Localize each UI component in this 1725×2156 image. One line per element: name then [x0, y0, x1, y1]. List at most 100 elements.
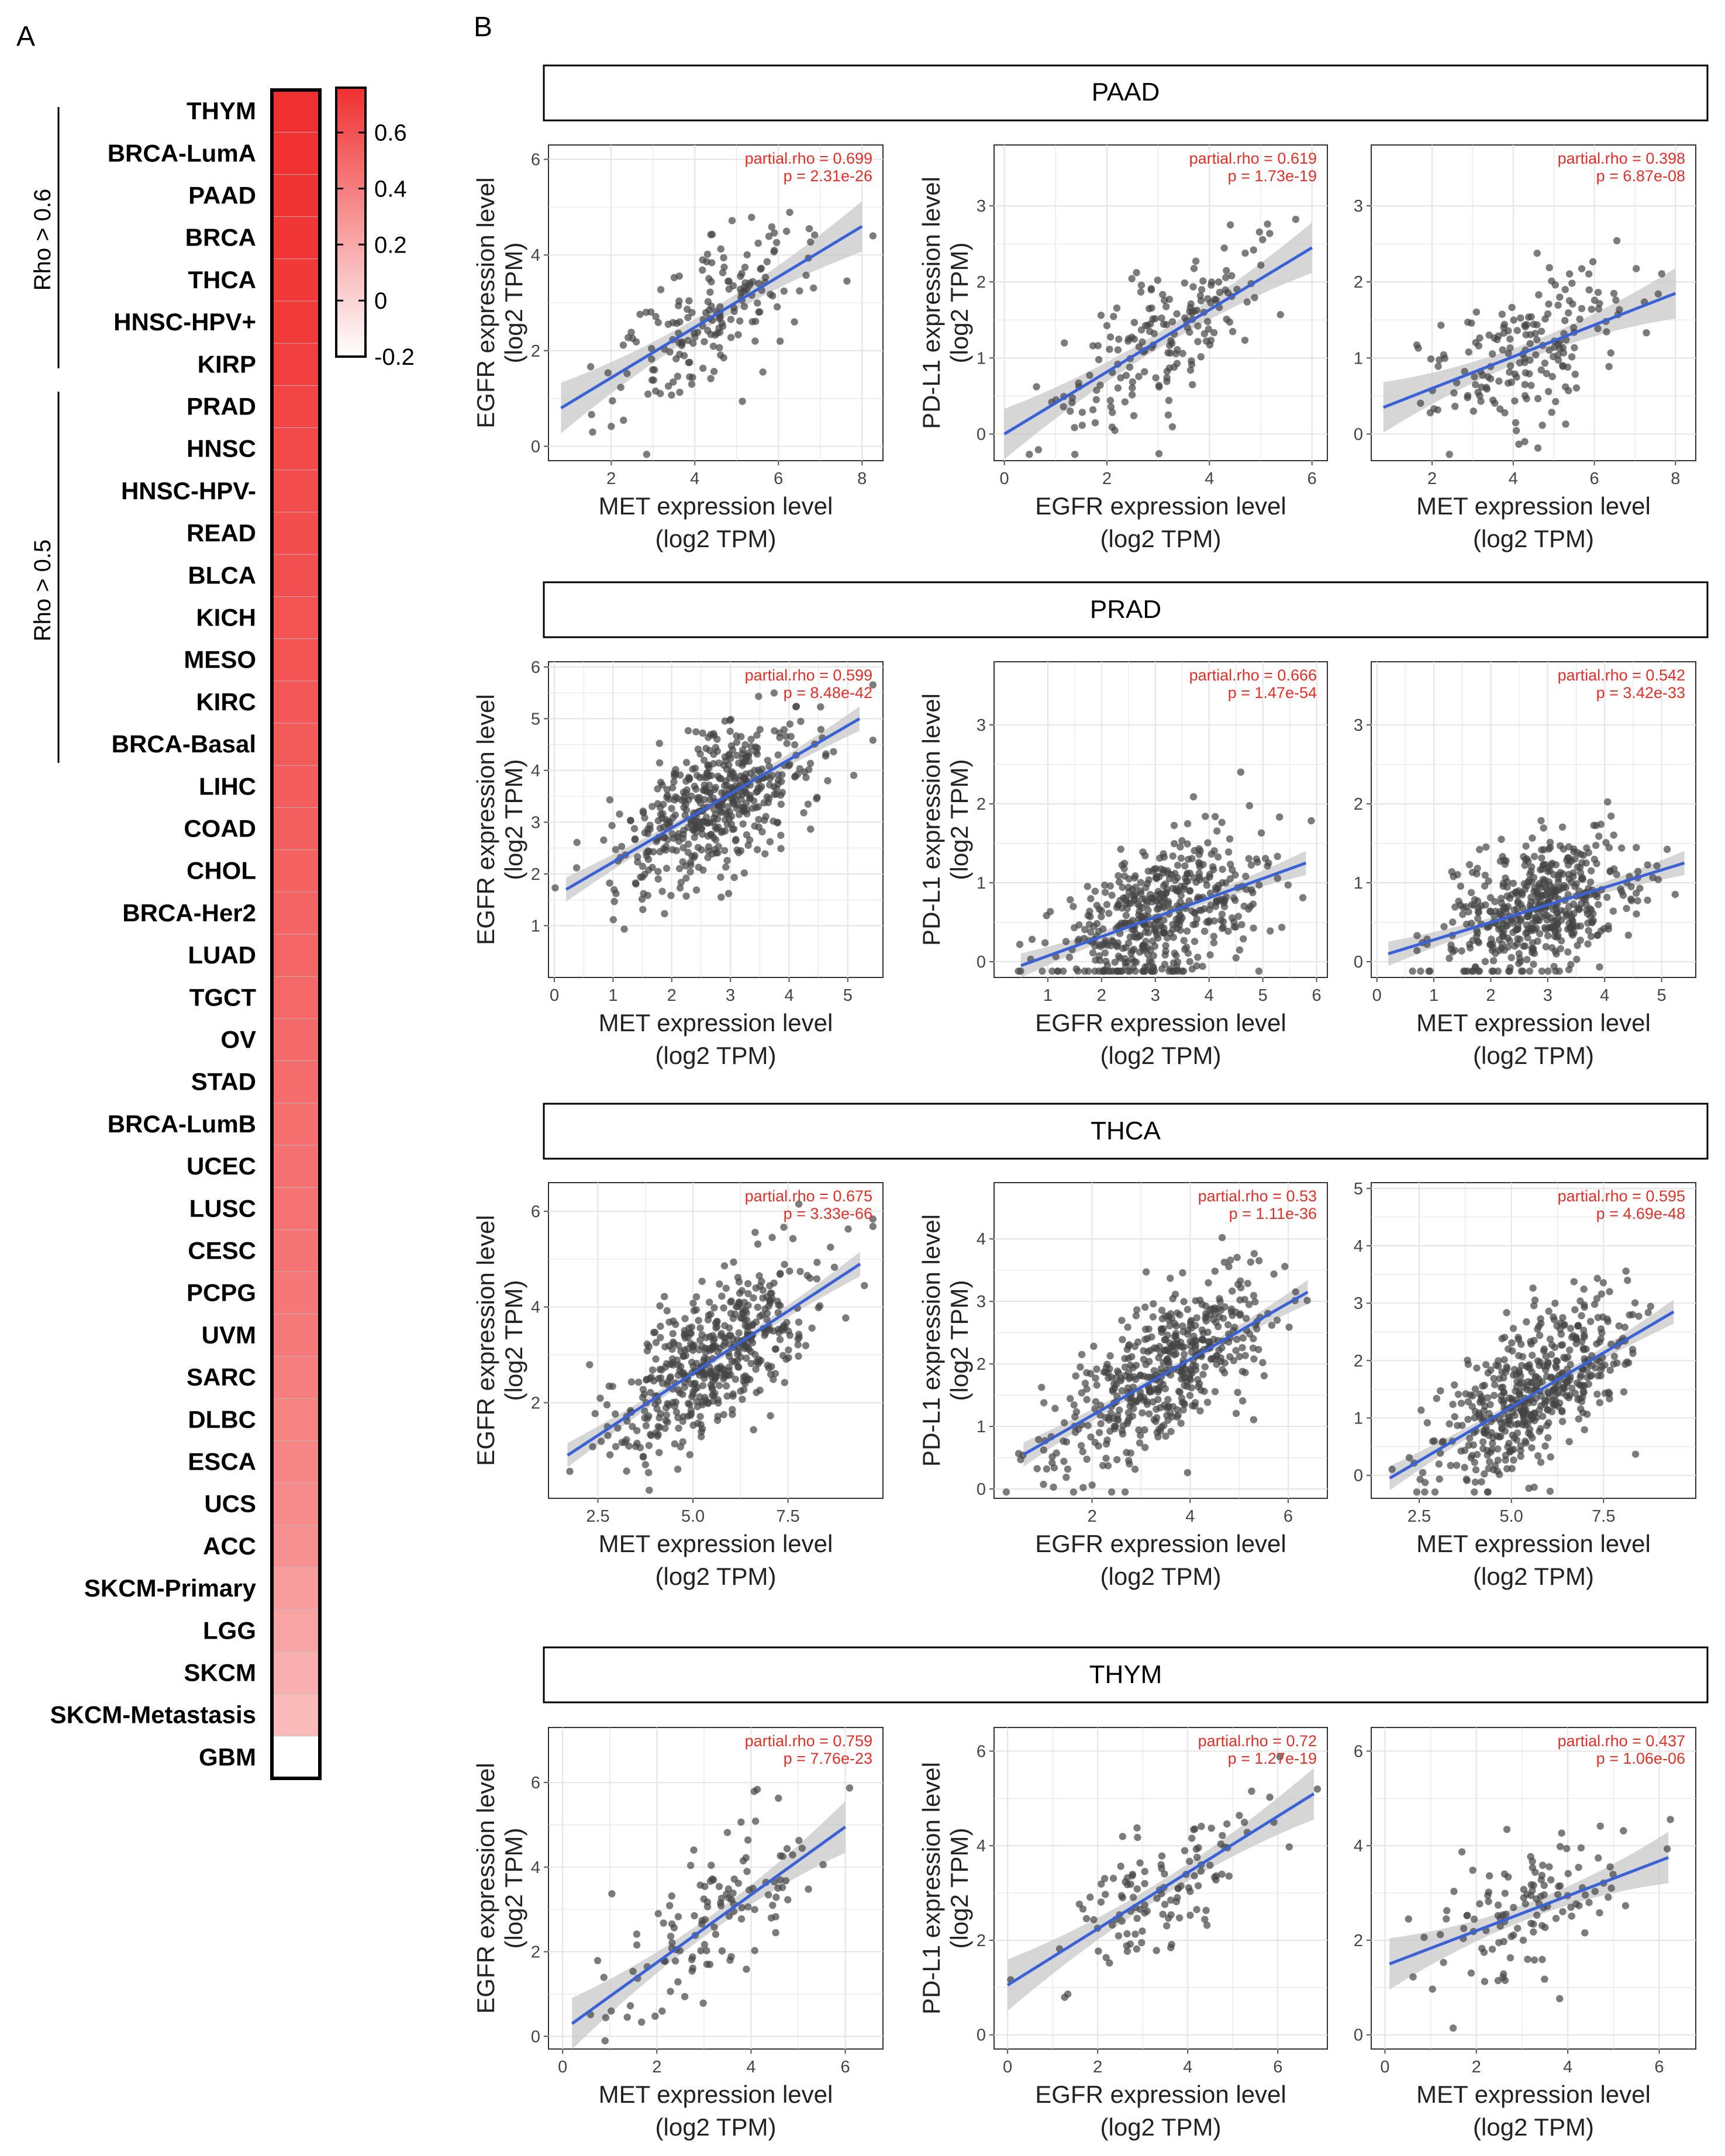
data-point	[1606, 1288, 1613, 1295]
data-point	[1503, 1363, 1510, 1371]
x-axis-label-units: (log2 TPM)	[1100, 2113, 1222, 2141]
data-point	[750, 1426, 757, 1433]
data-point	[732, 1376, 739, 1383]
x-tick-label: 6	[1273, 2058, 1282, 2076]
data-point	[699, 1401, 706, 1409]
data-point	[1139, 941, 1147, 949]
data-point	[1575, 1864, 1582, 1871]
data-point	[1084, 1422, 1092, 1429]
data-point	[1417, 968, 1424, 975]
data-point	[694, 745, 702, 753]
data-point	[1413, 946, 1421, 955]
data-point	[1074, 968, 1082, 975]
data-point	[692, 886, 701, 894]
data-point	[1160, 929, 1168, 937]
data-point	[1527, 313, 1535, 321]
y-tick-label: 2	[1354, 1932, 1363, 1950]
banner-title-thym: THYM	[1089, 1660, 1162, 1689]
data-point	[1161, 1870, 1168, 1878]
data-point	[771, 1345, 779, 1353]
data-point	[752, 1365, 760, 1373]
data-point	[1132, 1312, 1140, 1319]
data-point	[1421, 1488, 1429, 1496]
data-point	[1240, 1819, 1248, 1826]
data-point	[1413, 1488, 1421, 1496]
data-point	[764, 1891, 772, 1899]
data-point	[1494, 1456, 1502, 1464]
data-point	[1545, 1307, 1552, 1315]
data-point	[612, 1443, 620, 1450]
data-point	[726, 727, 734, 735]
data-point	[720, 263, 728, 271]
data-point	[707, 1310, 715, 1318]
data-point	[1538, 1378, 1546, 1385]
data-point	[1541, 924, 1548, 931]
data-point	[717, 245, 724, 253]
data-point	[869, 681, 877, 689]
data-point	[1221, 1303, 1229, 1311]
y-tick-label: 3	[977, 716, 986, 735]
data-point	[702, 309, 710, 317]
data-point	[1576, 1405, 1585, 1413]
data-point	[1544, 1359, 1552, 1367]
data-point	[1060, 1419, 1068, 1426]
data-point	[1174, 958, 1182, 966]
data-point	[1583, 910, 1592, 918]
data-point	[1508, 1395, 1516, 1402]
data-point	[1200, 1387, 1208, 1395]
data-point	[1093, 1381, 1100, 1389]
data-point	[1556, 293, 1564, 301]
data-point	[1506, 368, 1513, 376]
data-point	[1091, 887, 1099, 895]
data-point	[1500, 1870, 1509, 1878]
data-point	[1210, 866, 1217, 873]
data-point	[1521, 1438, 1529, 1445]
data-point	[1100, 881, 1109, 889]
x-tick-label: 0	[558, 2058, 567, 2076]
data-point	[715, 1381, 723, 1390]
data-point	[1530, 852, 1538, 861]
data-point	[1610, 1353, 1619, 1360]
x-axis-label: MET expression level	[1416, 1009, 1651, 1036]
x-axis-label: MET expression level	[599, 1009, 833, 1036]
data-point	[1218, 1234, 1226, 1242]
data-point	[1450, 389, 1458, 397]
data-point	[1468, 869, 1476, 876]
data-point	[669, 784, 677, 792]
data-point	[1193, 1314, 1200, 1322]
heatmap-cell	[271, 1398, 320, 1442]
data-point	[1567, 1903, 1575, 1911]
data-point	[765, 233, 773, 240]
x-axis-label: MET expression level	[1416, 492, 1651, 520]
data-point	[1471, 373, 1478, 381]
data-point	[1214, 884, 1222, 893]
data-point	[747, 1360, 755, 1367]
data-point	[1212, 1318, 1220, 1326]
data-point	[663, 786, 671, 793]
data-point	[1245, 1301, 1253, 1308]
data-point	[765, 1364, 773, 1372]
x-tick-label: 5.0	[1499, 1507, 1523, 1526]
data-point	[1464, 1360, 1472, 1368]
data-point	[1529, 834, 1536, 842]
data-point	[802, 271, 810, 279]
data-point	[1484, 924, 1491, 931]
data-point	[1500, 932, 1507, 940]
data-point	[1090, 1916, 1098, 1923]
data-point	[632, 338, 640, 345]
heatmap-row-label: PAAD	[188, 182, 256, 209]
heatmap-cell	[271, 807, 320, 851]
data-point	[1458, 1848, 1466, 1856]
data-point	[737, 772, 744, 780]
x-tick-label: 4	[746, 2058, 755, 2076]
data-point	[708, 259, 716, 267]
data-point	[1210, 1874, 1219, 1881]
data-point	[783, 1845, 791, 1853]
data-point	[1564, 363, 1572, 371]
data-point	[710, 368, 718, 375]
data-point	[869, 736, 877, 744]
data-point	[729, 1411, 736, 1418]
data-point	[739, 1395, 746, 1403]
data-point	[639, 1453, 647, 1461]
data-point	[1458, 1422, 1466, 1429]
